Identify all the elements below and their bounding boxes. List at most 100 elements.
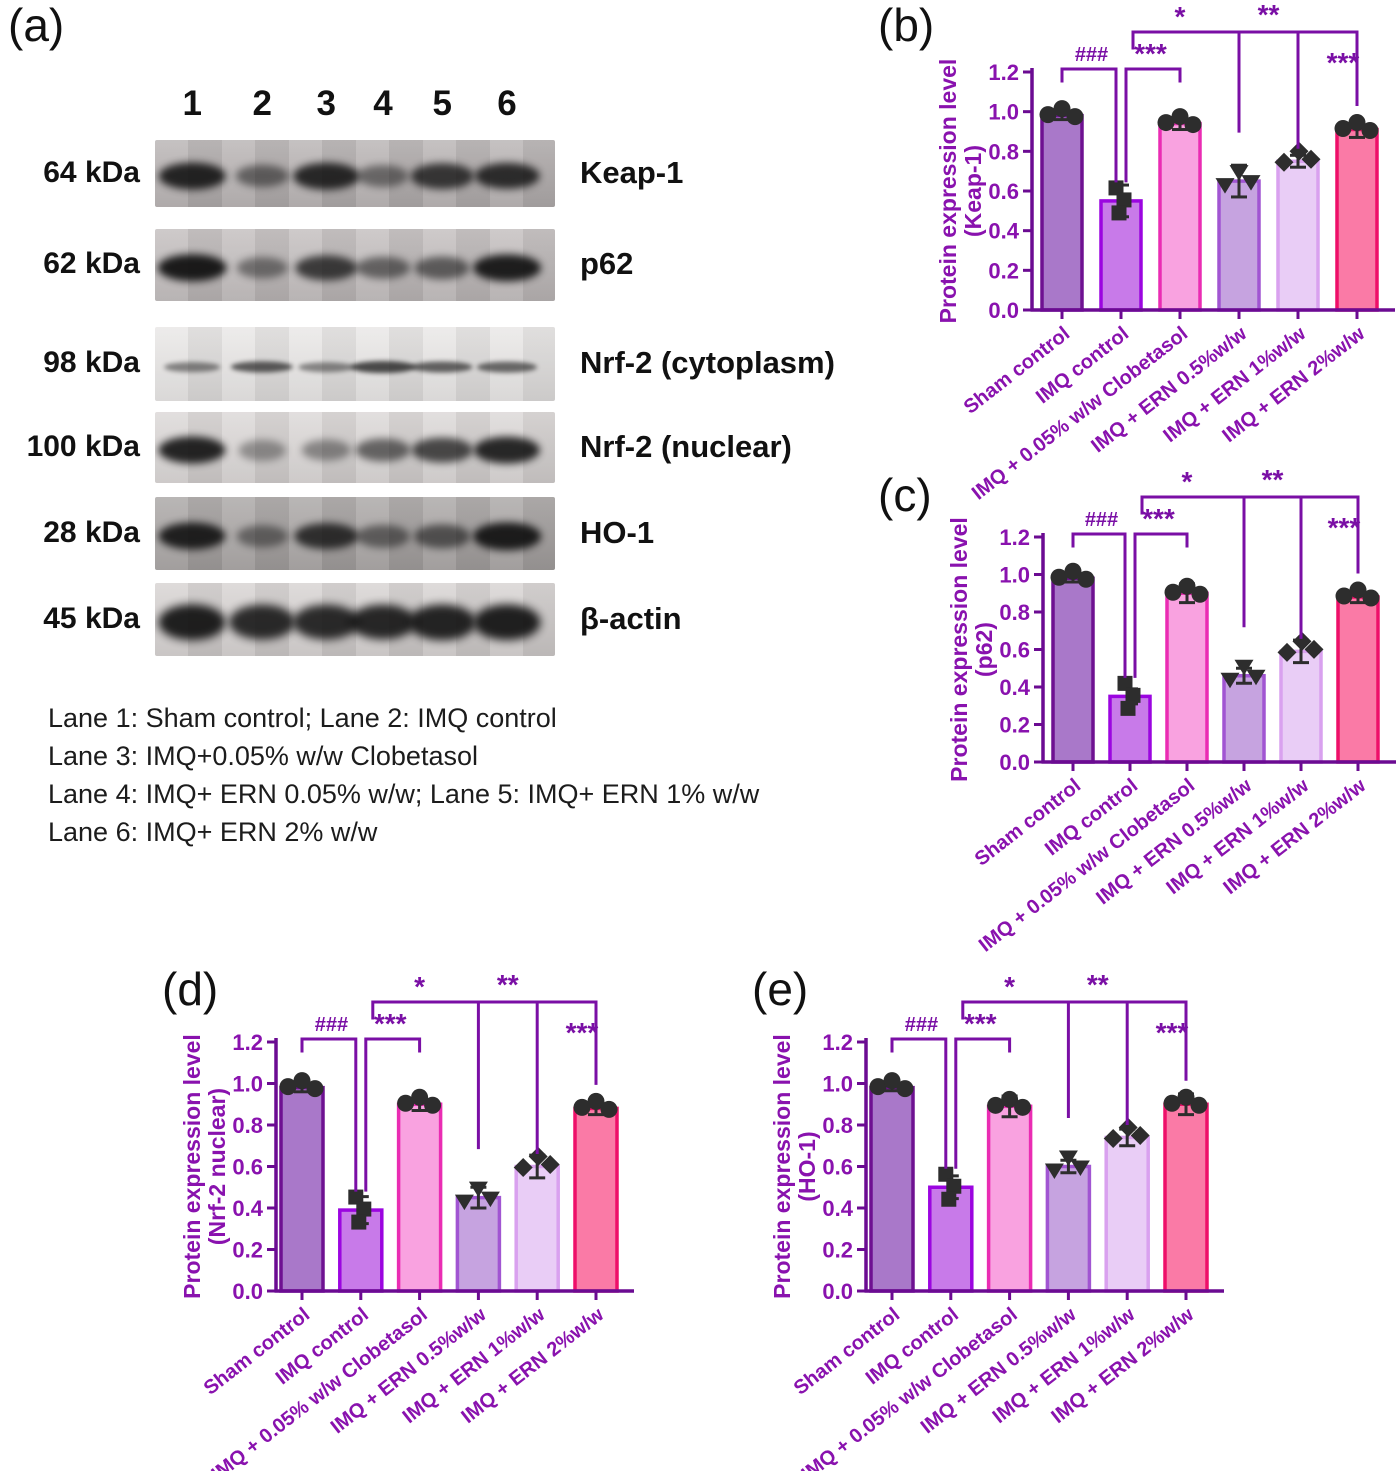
y-axis-title: Protein expression level — [935, 59, 961, 324]
blot-band — [474, 163, 540, 190]
bar — [1158, 121, 1202, 312]
significance-label: *** — [1156, 1017, 1189, 1048]
significance-bracket — [1124, 67, 1182, 183]
y-axis-title: (HO-1) — [794, 1131, 820, 1201]
protein-label: p62 — [580, 246, 634, 281]
panel-b-chart: (b) 0.0 0.2 0.4 0.6 0.8 1.0 1.2 ### *** * ** *** Pro… — [870, 0, 1400, 505]
blot-band — [158, 604, 226, 641]
significance-label: *** — [1327, 47, 1360, 78]
y-tick-label: 0.6 — [232, 1155, 263, 1180]
data-point-marker — [1234, 659, 1254, 676]
y-tick-label: 0.6 — [988, 179, 1019, 204]
data-point-marker — [1157, 114, 1175, 132]
significance-label: ** — [497, 969, 519, 1000]
lane-number: 1 — [182, 84, 202, 123]
significance-label: ### — [905, 1014, 938, 1036]
data-point-marker — [356, 1201, 372, 1217]
significance-bracket — [961, 1000, 1188, 1081]
y-tick-label: 0.8 — [822, 1113, 853, 1138]
data-point-marker — [1334, 120, 1352, 138]
blot-strip-nrf-2-cytoplasm- — [155, 327, 555, 401]
significance-bracket — [364, 1037, 422, 1192]
bar — [869, 1085, 915, 1293]
significance-bracket — [1133, 532, 1189, 678]
blot-band — [411, 361, 473, 373]
data-point-marker — [1215, 178, 1235, 194]
blot-band — [293, 162, 359, 190]
bar — [928, 1185, 974, 1293]
blot-band — [355, 438, 411, 462]
data-point-marker — [1111, 205, 1127, 221]
protein-label: HO-1 — [580, 514, 655, 550]
protein-label: Keap-1 — [580, 154, 684, 190]
data-point-marker — [397, 1094, 415, 1112]
bar-chart-p62: 0.00.20.40.60.81.01.2### **** *****Protein… — [946, 464, 1396, 957]
data-point-marker — [1220, 672, 1240, 689]
blot-strip-keap-1 — [155, 140, 555, 207]
significance-label: ### — [1075, 44, 1108, 66]
data-point-marker — [1117, 675, 1133, 691]
data-point-marker — [411, 1088, 429, 1106]
blot-band — [473, 436, 541, 464]
significance-bracket — [1060, 67, 1118, 183]
data-point-marker — [279, 1078, 297, 1096]
kda-label: 98 kDa — [43, 346, 140, 379]
data-point-marker — [480, 1191, 500, 1208]
data-point-marker — [1039, 106, 1057, 124]
bar — [1040, 113, 1084, 312]
data-point-marker — [1066, 108, 1084, 126]
lane-number: 5 — [432, 84, 452, 123]
data-point-marker — [1164, 583, 1182, 601]
blot-band — [294, 523, 358, 550]
bar — [1217, 179, 1261, 312]
bar — [1051, 576, 1095, 764]
bar — [1335, 127, 1379, 312]
panel-e-label: (e) — [752, 963, 809, 1015]
blot-band — [408, 604, 476, 640]
bar — [1163, 1102, 1209, 1293]
kda-label: 100 kDa — [26, 429, 140, 463]
y-tick-label: 0.8 — [999, 600, 1030, 625]
bar — [1336, 595, 1380, 764]
panel-d-chart: (d) 0.0 0.2 0.4 0.6 0.8 1.0 1.2 ### *** * ** *** Pro… — [140, 950, 700, 1471]
panel-d-label: (d) — [162, 963, 219, 1015]
blot-band — [301, 439, 351, 461]
y-tick-label: 1.0 — [988, 100, 1019, 125]
data-point-marker — [1077, 570, 1095, 588]
y-axis-title: Protein expression level — [946, 517, 972, 782]
blot-band — [476, 361, 538, 373]
blot-band — [158, 522, 226, 550]
y-tick-label: 0.8 — [988, 139, 1019, 164]
y-tick-label: 0.0 — [999, 750, 1030, 775]
y-tick-label: 0.8 — [232, 1113, 263, 1138]
blot-strip-p62 — [155, 229, 555, 301]
data-point-marker — [293, 1072, 311, 1090]
significance-label: * — [1182, 466, 1193, 497]
bar-chart-nrf2-nuclear: 0.00.20.40.60.81.01.2### **** *****Protein… — [179, 969, 634, 1471]
data-point-marker — [1044, 1163, 1064, 1179]
y-tick-label: 0.2 — [232, 1238, 263, 1263]
blot-band — [231, 361, 294, 373]
lane-legend-line: Lane 3: IMQ+0.05% w/w Clobetasol — [48, 741, 478, 771]
data-point-marker — [1001, 1090, 1019, 1108]
data-point-marker — [600, 1100, 618, 1118]
bar-chart-keap-1: 0.00.20.40.60.81.01.2### **** *****Protein… — [935, 0, 1395, 505]
blot-band — [411, 437, 473, 463]
data-point-marker — [454, 1194, 474, 1211]
blot-band — [410, 163, 474, 189]
data-point-marker — [938, 1166, 954, 1182]
y-tick-label: 1.2 — [999, 525, 1030, 550]
y-tick-label: 0.2 — [999, 713, 1030, 738]
data-point-marker — [424, 1096, 442, 1114]
data-point-marker — [1053, 100, 1071, 118]
y-tick-label: 0.4 — [999, 675, 1030, 700]
y-tick-label: 1.2 — [988, 60, 1019, 85]
data-point-marker — [1335, 587, 1353, 605]
data-point-marker — [1108, 180, 1124, 196]
y-tick-label: 1.2 — [232, 1030, 263, 1055]
data-point-marker — [1361, 122, 1379, 140]
significance-bracket — [371, 1000, 598, 1085]
y-axis-title: (Nrf-2 nuclear) — [204, 1088, 230, 1245]
data-point-marker — [1292, 631, 1312, 651]
y-axis-title: (p62) — [971, 622, 997, 677]
